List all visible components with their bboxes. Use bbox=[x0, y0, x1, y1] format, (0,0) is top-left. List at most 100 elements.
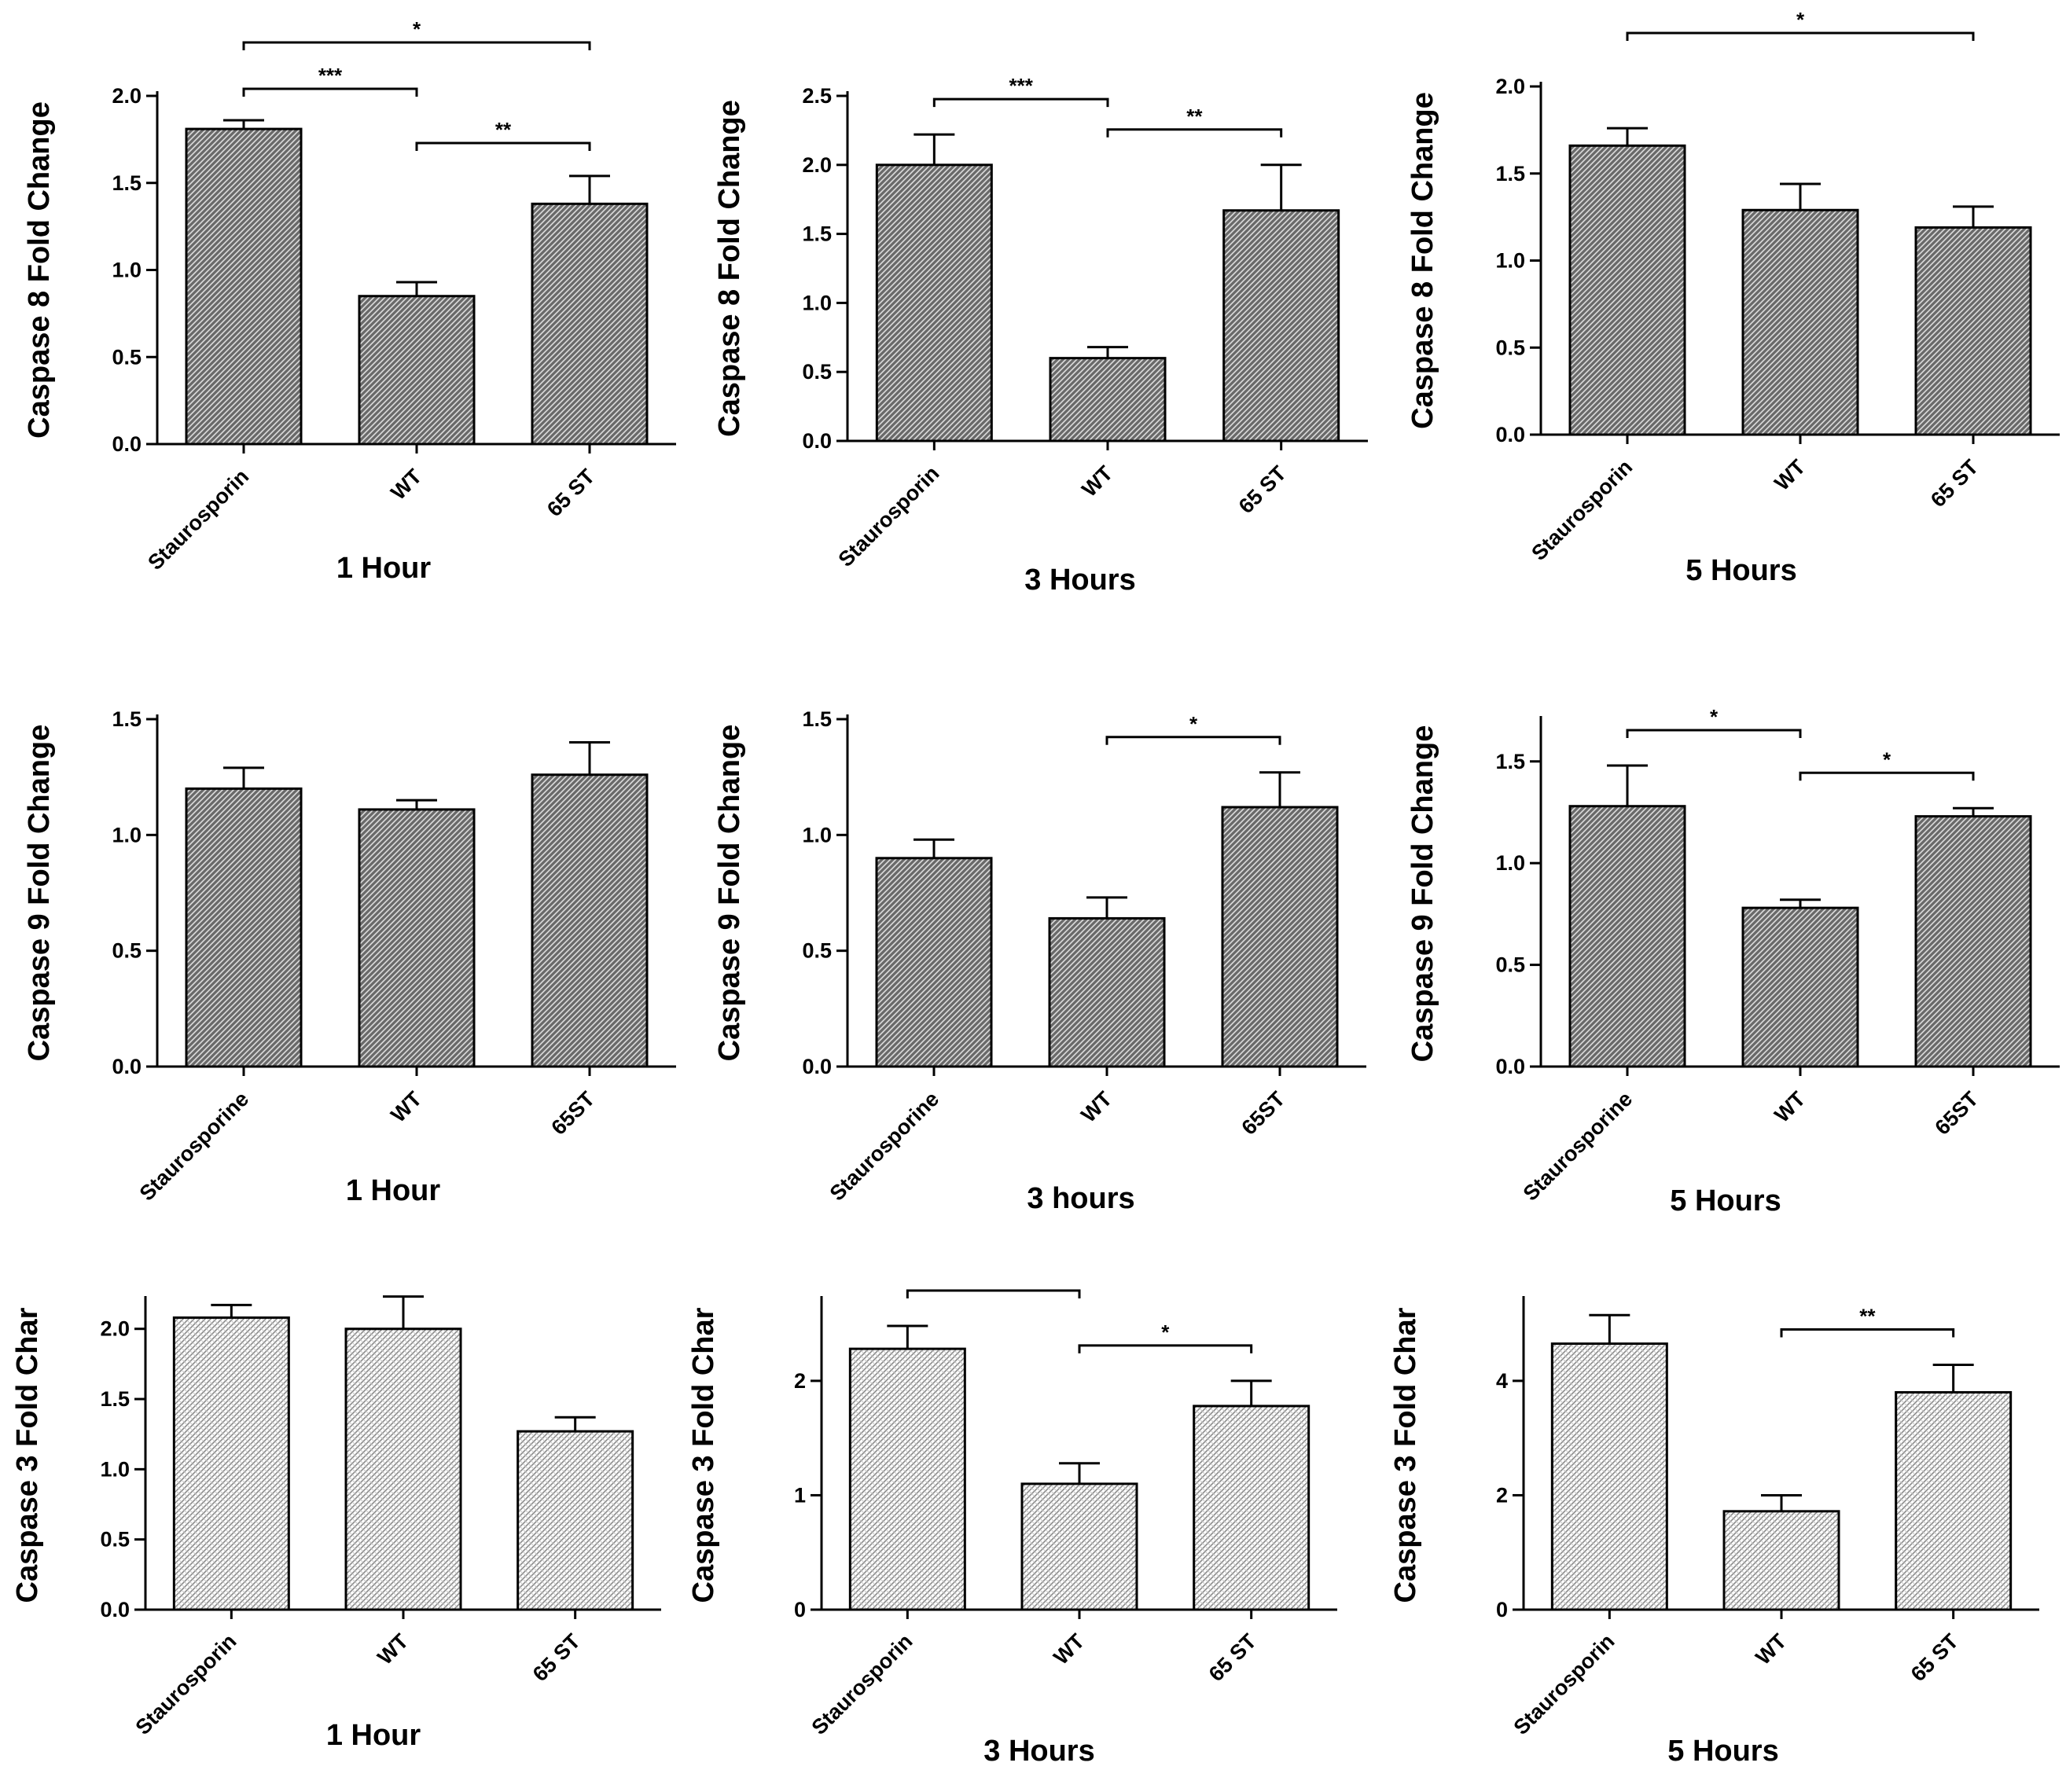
y-tick-label: 0.0 bbox=[1495, 1055, 1525, 1078]
significance-bracket bbox=[1078, 1344, 1253, 1353]
y-tick-label: 0.0 bbox=[112, 432, 142, 456]
y-tick-label: 2.0 bbox=[802, 153, 832, 177]
bar bbox=[1048, 916, 1166, 1068]
y-tick-label: 0.0 bbox=[1495, 423, 1525, 446]
bar bbox=[358, 808, 476, 1068]
significance-label: * bbox=[413, 17, 421, 41]
y-tick-label: 1.5 bbox=[112, 707, 142, 731]
significance-label: * bbox=[1883, 747, 1891, 771]
bar bbox=[1221, 806, 1339, 1068]
y-axis-label: Caspase 9 Fold Change bbox=[1406, 725, 1439, 1063]
significance-label: *** bbox=[318, 64, 343, 87]
y-tick-label: 0.5 bbox=[1495, 336, 1525, 359]
category-label: WT bbox=[1049, 1629, 1089, 1669]
category-label: 65 ST bbox=[1234, 461, 1292, 519]
significance-bracket bbox=[415, 141, 591, 151]
category-label: WT bbox=[1751, 1629, 1791, 1669]
bar bbox=[1741, 906, 1859, 1068]
bar bbox=[1049, 357, 1167, 442]
y-tick-label: 1.5 bbox=[100, 1387, 130, 1411]
y-tick-label: 0.0 bbox=[802, 1055, 832, 1078]
category-label: 65 ST bbox=[542, 465, 600, 522]
significance-bracket bbox=[242, 87, 418, 97]
category-label: WT bbox=[1077, 461, 1117, 501]
significance-bracket bbox=[242, 41, 591, 50]
y-tick-label: 2 bbox=[794, 1369, 806, 1393]
y-tick-label: 0.0 bbox=[802, 429, 832, 453]
category-label: Staurosporin bbox=[807, 1629, 917, 1739]
category-label: WT bbox=[1076, 1087, 1116, 1127]
y-tick-label: 1.0 bbox=[1495, 851, 1525, 875]
category-label: 65ST bbox=[1237, 1087, 1289, 1140]
bar bbox=[531, 773, 649, 1068]
significance-label: * bbox=[1710, 705, 1719, 729]
y-tick-label: 0.5 bbox=[1495, 953, 1525, 977]
bar bbox=[172, 1316, 290, 1611]
y-axis-label: Caspase 3 Fold Char bbox=[1389, 1307, 1422, 1603]
significance-bracket bbox=[1105, 736, 1281, 745]
category-label: Staurosporin bbox=[834, 461, 944, 571]
chart-panel-3: 0.0 0.5 1.0 1.5 2.0 Caspase 8 Fold Change Stau… bbox=[1406, 8, 2060, 587]
condition-label: 5 Hours bbox=[1667, 1735, 1778, 1768]
significance-label: * bbox=[1189, 712, 1198, 736]
y-tick-label: 1.0 bbox=[802, 823, 832, 846]
category-label: Staurosporin bbox=[143, 465, 253, 575]
y-tick-label: 0.0 bbox=[100, 1598, 130, 1621]
category-label: 65 ST bbox=[528, 1629, 586, 1687]
y-tick-label: 0.5 bbox=[802, 360, 832, 384]
y-tick-label: 0.5 bbox=[802, 939, 832, 963]
bar bbox=[516, 1430, 634, 1611]
category-label: WT bbox=[386, 465, 426, 505]
y-tick-label: 0.5 bbox=[112, 939, 142, 963]
bar bbox=[1193, 1405, 1311, 1611]
chart-panel-7: 0.0 0.5 1.0 1.5 2.0 Caspase 3 Fold Char Stauro… bbox=[11, 1295, 661, 1752]
chart-panel-4: 0.0 0.5 1.0 1.5 Caspase 9 Fold Change Stauros… bbox=[23, 707, 676, 1207]
bar bbox=[185, 127, 303, 446]
y-tick-label: 0.5 bbox=[112, 345, 142, 369]
category-label: Staurosporin bbox=[1527, 455, 1637, 565]
bar bbox=[185, 787, 303, 1068]
bar bbox=[875, 163, 993, 442]
bar bbox=[1914, 226, 2032, 436]
condition-label: 1 Hour bbox=[336, 552, 432, 585]
bar bbox=[1568, 805, 1686, 1068]
y-tick-label: 1.5 bbox=[112, 171, 142, 195]
significance-bracket bbox=[1106, 128, 1283, 138]
y-tick-label: 1.5 bbox=[1495, 162, 1525, 185]
significance-label: *** bbox=[1009, 74, 1033, 97]
significance-label: ** bbox=[1186, 105, 1203, 128]
category-label: 65 ST bbox=[1204, 1629, 1262, 1687]
y-tick-label: 1.0 bbox=[112, 259, 142, 282]
y-tick-label: 2.5 bbox=[802, 84, 832, 108]
y-tick-label: 2 bbox=[1496, 1483, 1508, 1507]
y-tick-label: 0.0 bbox=[112, 1055, 142, 1078]
chart-panel-1: 0.0 0.5 1.0 1.5 2.0 Caspase 8 Fold Change Stau… bbox=[23, 17, 676, 585]
y-tick-label: 1.0 bbox=[1495, 249, 1525, 273]
chart-panel-5: 0.0 0.5 1.0 1.5 Caspase 9 Fold Change Stauros… bbox=[713, 707, 1366, 1215]
y-axis-label: Caspase 8 Fold Change bbox=[1406, 92, 1439, 429]
condition-label: 3 hours bbox=[1027, 1182, 1134, 1215]
y-axis-label: Caspase 9 Fold Change bbox=[713, 725, 746, 1062]
y-tick-label: 0 bbox=[794, 1598, 806, 1621]
bar bbox=[1914, 815, 2032, 1068]
significance-bracket bbox=[1780, 1328, 1955, 1338]
bar bbox=[1722, 1510, 1840, 1611]
category-label: WT bbox=[386, 1087, 426, 1127]
category-label: Staurosporin bbox=[131, 1629, 241, 1739]
y-tick-label: 0.5 bbox=[100, 1528, 130, 1551]
y-tick-label: 1.5 bbox=[802, 707, 832, 731]
bar bbox=[1550, 1342, 1668, 1611]
category-label: WT bbox=[1770, 1087, 1810, 1127]
significance-bracket bbox=[932, 97, 1109, 108]
bar bbox=[344, 1327, 462, 1611]
significance-label: ** bbox=[1859, 1305, 1876, 1328]
significance-bracket bbox=[1799, 771, 1975, 781]
y-axis-label: Caspase 3 Fold Char bbox=[11, 1307, 44, 1603]
significance-label: * bbox=[1161, 1320, 1170, 1344]
significance-label: ** bbox=[495, 118, 512, 141]
y-tick-label: 2.0 bbox=[112, 84, 142, 108]
category-label: Staurosporine bbox=[1519, 1087, 1638, 1206]
y-tick-label: 1.0 bbox=[112, 823, 142, 846]
significance-bracket bbox=[1626, 729, 1802, 738]
